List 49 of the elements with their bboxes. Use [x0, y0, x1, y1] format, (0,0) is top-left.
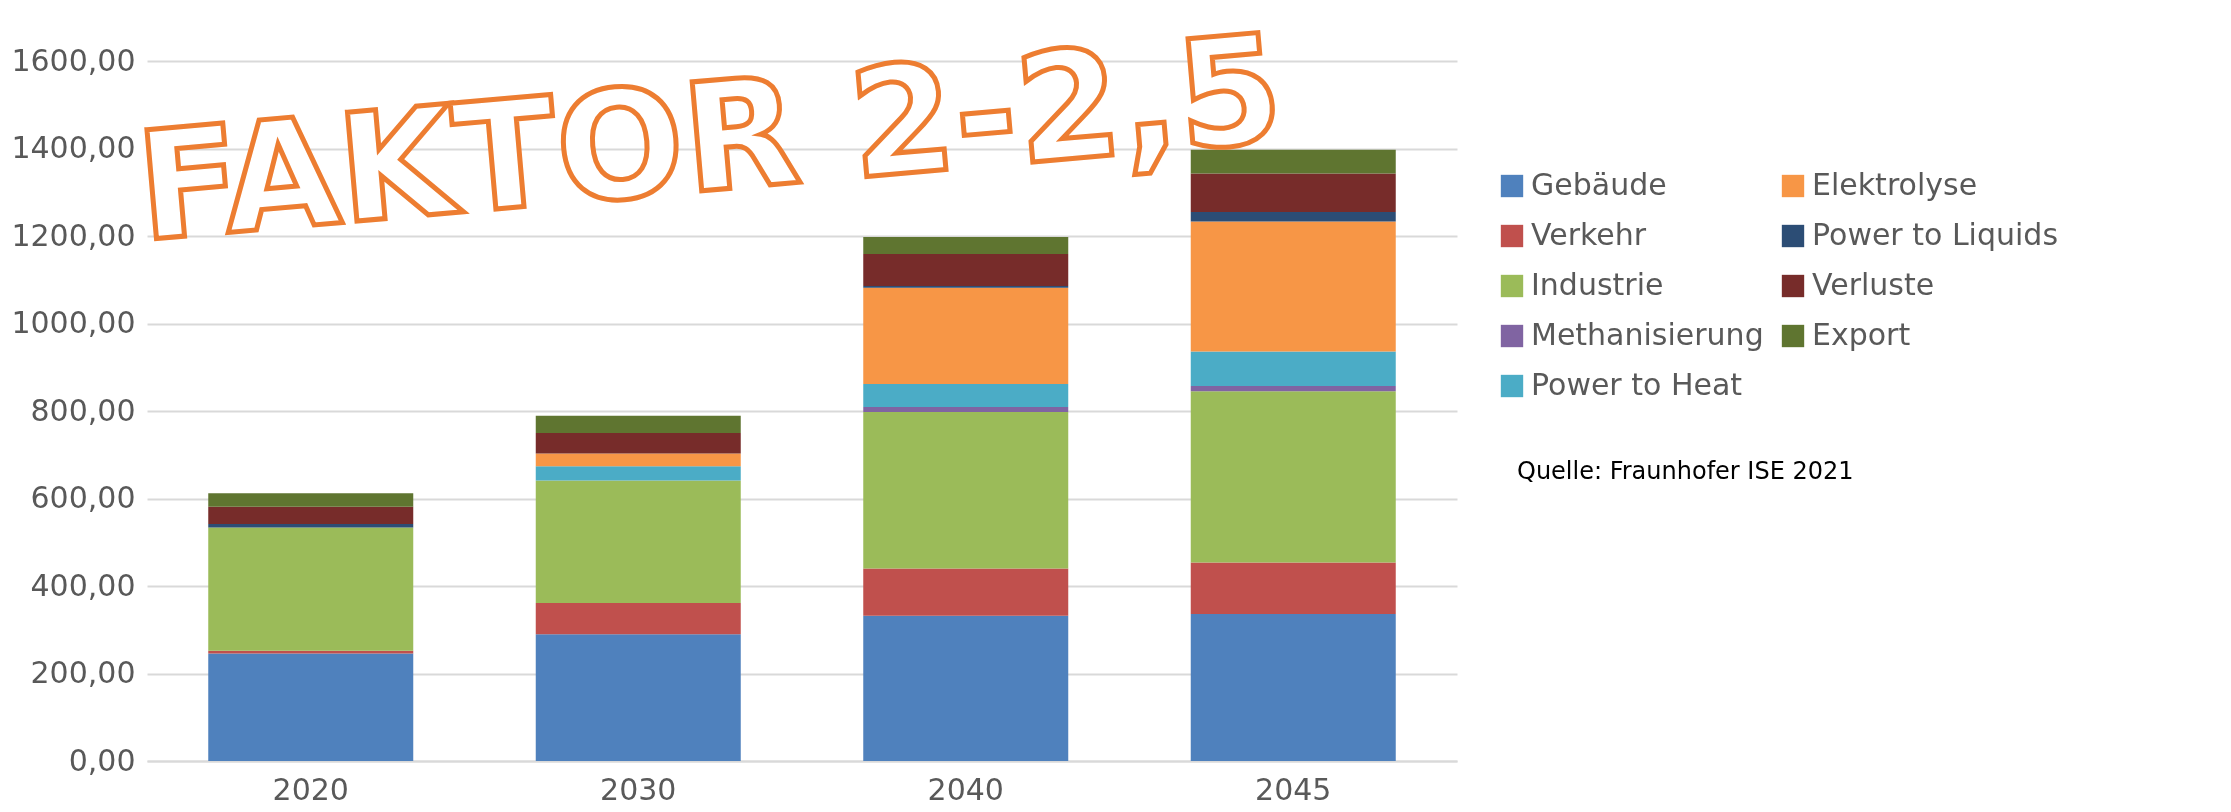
y-tick-label: 1600,00 [11, 42, 136, 78]
y-tick-label: 1200,00 [11, 217, 136, 253]
bar [1190, 221, 1396, 352]
bar [1190, 614, 1396, 761]
y-tick-label: 1400,00 [11, 130, 136, 165]
bar [208, 493, 414, 507]
y-tick-label: 200,00 [30, 655, 136, 690]
bar [535, 480, 741, 604]
legend-label: Verluste [1812, 267, 1935, 302]
x-tick-label: 2045 [1255, 771, 1332, 807]
y-tick-label: 1000,00 [11, 305, 136, 340]
bar [863, 253, 1069, 286]
bar [863, 615, 1069, 761]
legend-label: Gebäude [1531, 167, 1667, 202]
legend-label: Methanisierung [1531, 317, 1764, 352]
bar [535, 634, 741, 761]
bar [863, 287, 1069, 384]
bar [535, 603, 741, 635]
bar [863, 407, 1069, 412]
bar [1190, 386, 1396, 392]
y-tick-label: 800,00 [30, 392, 136, 428]
bar [535, 432, 741, 454]
source-note: Quelle: Fraunhofer ISE 2021 [1517, 457, 1854, 485]
bar [863, 411, 1069, 569]
legend-label: Industrie [1531, 267, 1664, 302]
x-tick-label: 2040 [927, 771, 1004, 807]
bar [535, 415, 741, 433]
bar [208, 653, 414, 761]
legend-label: Elektrolyse [1812, 167, 1978, 202]
legend-label: Power to Heat [1531, 367, 1743, 402]
bar [1190, 211, 1396, 222]
bar [863, 568, 1069, 616]
legend-label: Export [1812, 317, 1911, 352]
y-tick-label: 600,00 [30, 480, 136, 515]
legend-label: Verkehr [1531, 217, 1647, 252]
x-tick-label: 2030 [600, 771, 677, 807]
bar [1190, 391, 1396, 563]
y-tick-label: 0,00 [68, 742, 136, 778]
bar [863, 383, 1069, 408]
bar [535, 453, 741, 467]
y-tick-label: 400,00 [30, 567, 136, 603]
bar [1190, 562, 1396, 614]
bar [863, 236, 1069, 254]
x-tick-label: 2020 [272, 771, 349, 807]
bar [535, 466, 741, 481]
bar [208, 527, 414, 651]
legend-label: Power to Liquids [1812, 217, 2059, 252]
bar [1190, 351, 1396, 387]
bar [208, 506, 414, 524]
